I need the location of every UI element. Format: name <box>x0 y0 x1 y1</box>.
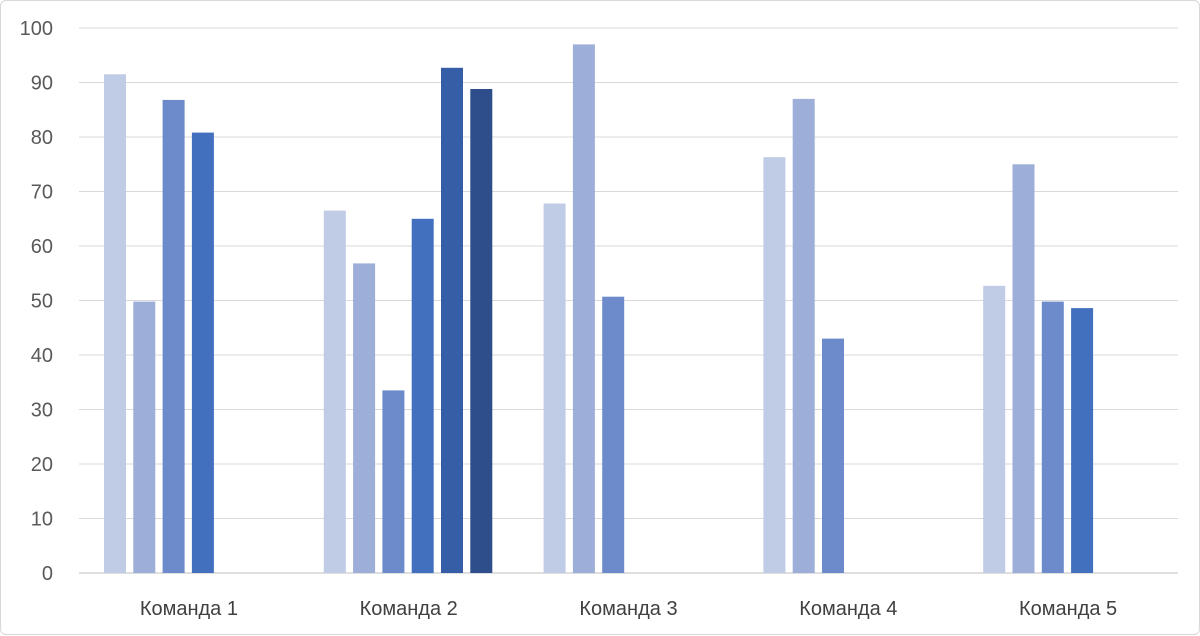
x-axis-labels: Команда 1 Команда 2 Команда 3 Команда 4 Кома… <box>140 598 1117 620</box>
y-axis-ticks: 0 10 20 30 40 50 60 70 80 90 100 <box>20 18 53 585</box>
bar-team5-s2 <box>1012 164 1035 574</box>
bar-team2-s5 <box>441 67 463 574</box>
y-tick-label: 10 <box>31 509 53 531</box>
y-tick-label: 80 <box>31 127 53 149</box>
bar-team1-s1 <box>104 74 126 574</box>
y-tick-label: 70 <box>31 182 53 204</box>
y-tick-label: 40 <box>31 345 53 367</box>
bar-team1-s4 <box>191 132 214 573</box>
x-category-label: Команда 5 <box>1019 598 1117 620</box>
y-tick-label: 60 <box>31 236 53 258</box>
x-category-label: Команда 2 <box>360 598 458 620</box>
y-tick-label: 20 <box>31 454 53 476</box>
bar-team2-s6 <box>470 89 493 573</box>
y-tick-label: 100 <box>20 18 53 40</box>
bar-team4-s1 <box>763 157 786 573</box>
bar-team2-s2 <box>353 263 376 573</box>
bar-team1-s3 <box>162 99 185 574</box>
y-tick-label: 0 <box>42 563 53 585</box>
bar-team4-s3 <box>822 338 844 573</box>
bar-team4-s2 <box>792 98 815 574</box>
gridlines <box>79 27 1178 574</box>
bar-team3-s3 <box>602 296 625 573</box>
bar-team5-s4 <box>1071 308 1094 573</box>
x-category-label: Команда 3 <box>579 598 677 620</box>
x-category-label: Команда 4 <box>799 598 897 620</box>
bar-team3-s2 <box>572 44 595 573</box>
bar-team5-s3 <box>1041 301 1064 573</box>
x-category-label: Команда 1 <box>140 598 238 620</box>
bar-team2-s1 <box>323 210 346 573</box>
bar-team2-s3 <box>382 390 405 573</box>
bar-team5-s1 <box>983 285 1006 573</box>
bar-team2-s4 <box>411 218 434 574</box>
y-tick-label: 90 <box>31 73 53 95</box>
bar-team1-s2 <box>133 301 156 573</box>
bars <box>104 44 1094 574</box>
bar-team3-s1 <box>543 203 566 573</box>
y-tick-label: 50 <box>31 291 53 313</box>
y-tick-label: 30 <box>31 400 53 422</box>
